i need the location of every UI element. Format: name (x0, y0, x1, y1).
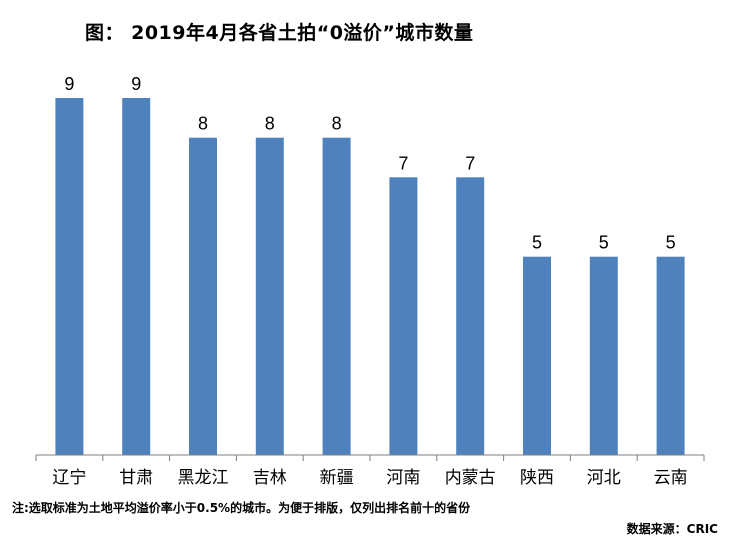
value-label-1: 9 (131, 74, 141, 94)
bar-9 (656, 256, 685, 455)
bar-0 (55, 98, 84, 455)
bar-2 (189, 137, 217, 455)
value-label-4: 8 (332, 114, 342, 134)
value-label-2: 8 (198, 114, 208, 134)
bar-6 (456, 177, 485, 456)
value-label-3: 8 (265, 114, 275, 134)
category-label-0: 辽宁 (52, 468, 86, 488)
category-label-7: 陕西 (520, 468, 554, 488)
chart-title: 图： 2019年4月各省土拍“0溢价”城市数量 (85, 22, 474, 44)
category-labels-layer: 辽宁 甘肃 黑龙江 吉林 新疆 河南 内蒙古 陕西 河北 云南 (52, 468, 687, 488)
value-label-7: 5 (532, 233, 542, 253)
category-label-2: 黑龙江 (178, 468, 229, 488)
bar-4 (322, 137, 351, 455)
value-label-0: 9 (64, 74, 74, 94)
category-label-1: 甘肃 (119, 468, 153, 488)
ticks-layer (35, 455, 705, 461)
bar-1 (122, 98, 151, 455)
value-label-9: 5 (666, 233, 676, 253)
category-label-8: 河北 (587, 468, 621, 488)
category-label-3: 吉林 (253, 468, 287, 488)
category-label-6: 内蒙古 (445, 468, 496, 488)
value-label-8: 5 (599, 233, 609, 253)
value-labels-layer: 9 9 8 8 8 7 7 5 5 5 (64, 74, 675, 253)
value-label-6: 7 (465, 153, 475, 173)
category-label-4: 新疆 (320, 468, 354, 488)
chart-note: 注:选取标准为土地平均溢价率小于0.5%的城市。为便于排版，仅列出排名前十的省份 (12, 501, 471, 515)
bar-5 (389, 177, 418, 456)
bar-7 (523, 256, 551, 455)
category-label-5: 河南 (386, 468, 420, 488)
category-label-9: 云南 (654, 468, 688, 488)
bar-8 (589, 256, 618, 455)
bars-layer (55, 98, 685, 456)
chart-source: 数据来源：CRIC (626, 522, 718, 536)
bar-3 (255, 137, 284, 455)
value-label-5: 7 (398, 153, 408, 173)
